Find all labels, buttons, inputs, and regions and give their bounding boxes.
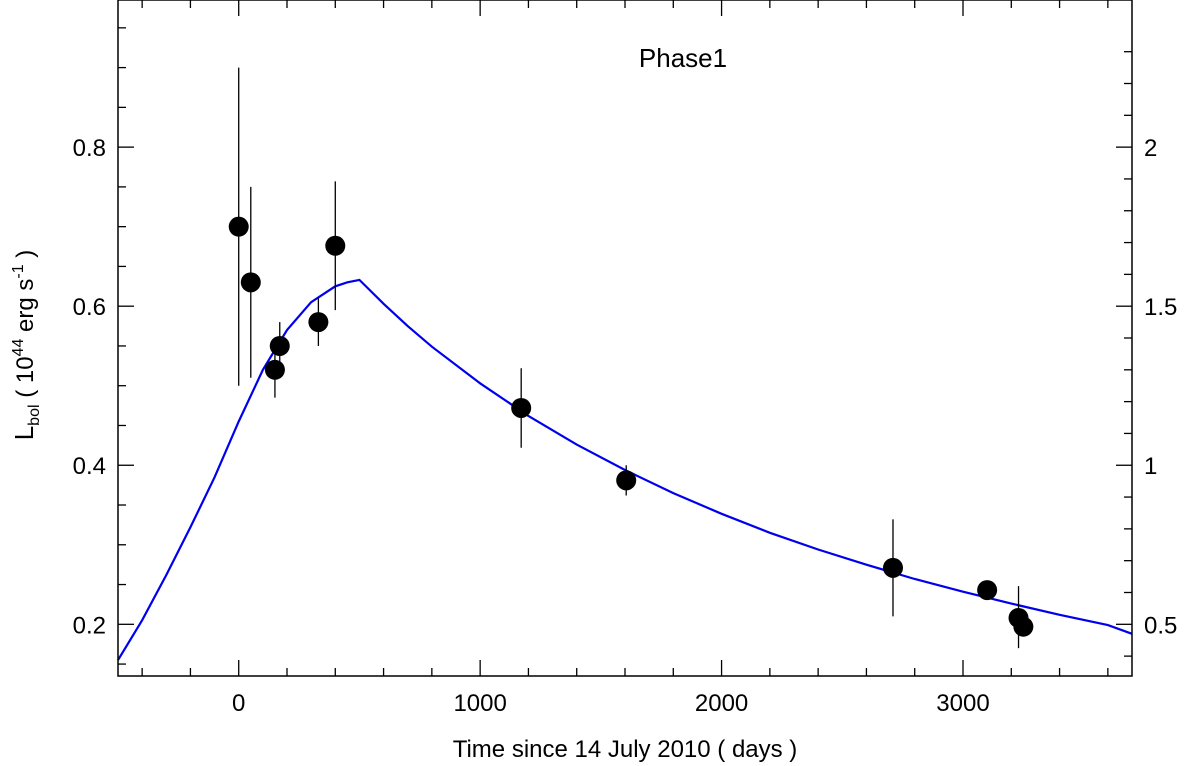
y-axis-title: Lbol ( 1044 erg s-1 ) xyxy=(9,250,43,441)
data-marker xyxy=(240,272,261,293)
data-marker xyxy=(977,580,998,601)
x-tick-label: 3000 xyxy=(936,690,989,717)
data-marker xyxy=(616,470,637,491)
chart-title: Phase1 xyxy=(639,43,727,73)
data-marker xyxy=(1013,616,1034,637)
x-tick-label: 0 xyxy=(232,690,245,717)
y-tick-label: 0.4 xyxy=(73,453,106,480)
y-axis-title-open: ( 10 xyxy=(12,356,39,404)
data-point xyxy=(325,181,346,311)
data-point xyxy=(882,519,903,617)
data-point xyxy=(977,580,998,601)
y2-tick-label: 1 xyxy=(1144,453,1157,480)
y-tick-label: 0.8 xyxy=(73,135,106,162)
y-tick-label: 0.2 xyxy=(73,612,106,639)
y2-tick-label: 0.5 xyxy=(1144,612,1177,639)
y-axis-title-base: L xyxy=(9,426,39,440)
data-marker xyxy=(228,216,249,237)
data-point xyxy=(1013,616,1034,637)
x-tick-label: 2000 xyxy=(695,690,748,717)
model-layer xyxy=(117,278,1133,661)
y-tick-label: 0.6 xyxy=(73,294,106,321)
y-axis-title-unit: erg s xyxy=(12,279,39,339)
points-layer xyxy=(228,67,1034,649)
y-axis-title-sub: bol xyxy=(26,404,43,425)
data-marker xyxy=(511,397,532,418)
x-axis-title: Time since 14 July 2010 ( days ) xyxy=(453,736,798,763)
data-marker xyxy=(882,557,903,578)
y-axis-title-unit-exp: -1 xyxy=(10,264,27,278)
data-point xyxy=(511,368,532,448)
y-axis-title-exp: 44 xyxy=(10,339,27,357)
data-point xyxy=(308,298,329,346)
ticks-layer: 0 1000 2000 3000 0.2 0.4 0.6 0.8 0.5 1 1.5 2 xyxy=(73,0,1177,717)
plot-frame xyxy=(117,0,1133,677)
data-marker xyxy=(264,359,285,380)
data-point xyxy=(269,322,290,370)
data-marker xyxy=(269,335,290,356)
data-point xyxy=(616,465,637,496)
data-marker xyxy=(308,312,329,333)
model-curve xyxy=(117,278,1133,661)
data-point xyxy=(228,67,249,386)
y2-tick-label: 1.5 xyxy=(1144,294,1177,321)
y2-tick-label: 2 xyxy=(1144,135,1157,162)
y-axis-title-close: ) xyxy=(12,250,39,265)
x-tick-label: 1000 xyxy=(453,690,506,717)
data-point xyxy=(240,186,261,378)
data-marker xyxy=(325,235,346,256)
